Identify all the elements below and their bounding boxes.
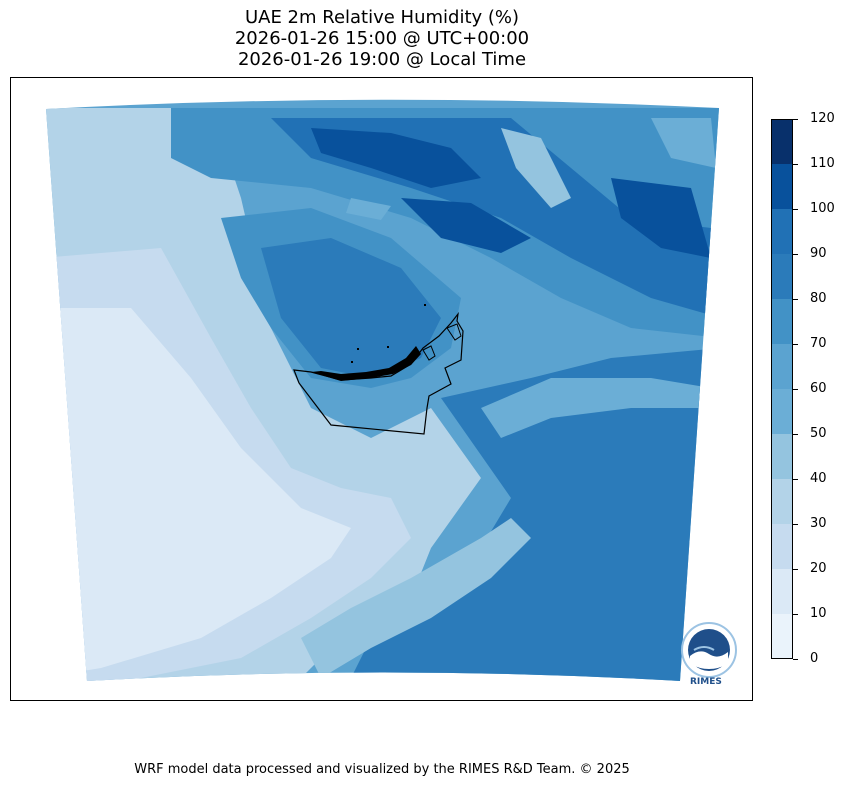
rimes-logo-icon bbox=[681, 622, 737, 678]
colorbar-band bbox=[771, 344, 793, 390]
colorbar bbox=[771, 119, 793, 659]
colorbar-band bbox=[771, 299, 793, 345]
colorbar-tick-label: 30 bbox=[810, 516, 827, 531]
colorbar-tick-label: 110 bbox=[810, 156, 835, 171]
colorbar-band bbox=[771, 389, 793, 435]
colorbar-tick bbox=[793, 614, 798, 615]
colorbar-tick-label: 90 bbox=[810, 246, 827, 261]
colorbar-tick bbox=[793, 344, 798, 345]
colorbar-tick-label: 0 bbox=[810, 651, 819, 666]
colorbar-tick bbox=[793, 164, 798, 165]
colorbar-tick bbox=[793, 299, 798, 300]
colorbar-band bbox=[771, 119, 793, 165]
uae-coastline-islands bbox=[311, 346, 421, 381]
colorbar-band bbox=[771, 479, 793, 525]
colorbar-band bbox=[771, 524, 793, 570]
colorbar-tick-label: 70 bbox=[810, 336, 827, 351]
map-title: UAE 2m Relative Humidity (%) 2026-01-26 … bbox=[0, 7, 764, 70]
colorbar-tick bbox=[793, 254, 798, 255]
uae-boundary bbox=[293, 311, 464, 435]
colorbar-tick-label: 80 bbox=[810, 291, 827, 306]
colorbar-band bbox=[771, 614, 793, 659]
colorbar-band bbox=[771, 434, 793, 480]
colorbar-tick bbox=[793, 209, 798, 210]
title-line-2: 2026-01-26 15:00 @ UTC+00:00 bbox=[234, 28, 530, 49]
footer-credit: WRF model data processed and visualized … bbox=[134, 762, 630, 777]
colorbar-band bbox=[771, 164, 793, 210]
colorbar-band bbox=[771, 254, 793, 300]
colorbar-tick-label: 120 bbox=[810, 111, 835, 126]
colorbar-band bbox=[771, 569, 793, 615]
logo-text: RIMES bbox=[690, 677, 722, 687]
colorbar-tick-label: 50 bbox=[810, 426, 827, 441]
colorbar-band bbox=[771, 209, 793, 255]
colorbar-tick bbox=[793, 119, 798, 120]
colorbar-tick-label: 60 bbox=[810, 381, 827, 396]
colorbar-tick bbox=[793, 434, 798, 435]
colorbar-tick bbox=[793, 569, 798, 570]
humidity-contours bbox=[46, 99, 719, 681]
colorbar-tick-label: 100 bbox=[810, 201, 835, 216]
map-panel[interactable] bbox=[10, 77, 753, 701]
colorbar-tick-label: 10 bbox=[810, 606, 827, 621]
colorbar-tick bbox=[793, 389, 798, 390]
colorbar-tick bbox=[793, 479, 798, 480]
colorbar-tick bbox=[793, 659, 798, 660]
colorbar-tick bbox=[793, 524, 798, 525]
colorbar-tick-label: 40 bbox=[810, 471, 827, 486]
title-line-1: UAE 2m Relative Humidity (%) bbox=[244, 7, 520, 28]
title-line-3: 2026-01-26 19:00 @ Local Time bbox=[237, 49, 527, 70]
colorbar-tick-label: 20 bbox=[810, 561, 827, 576]
humidity-map bbox=[46, 99, 719, 681]
